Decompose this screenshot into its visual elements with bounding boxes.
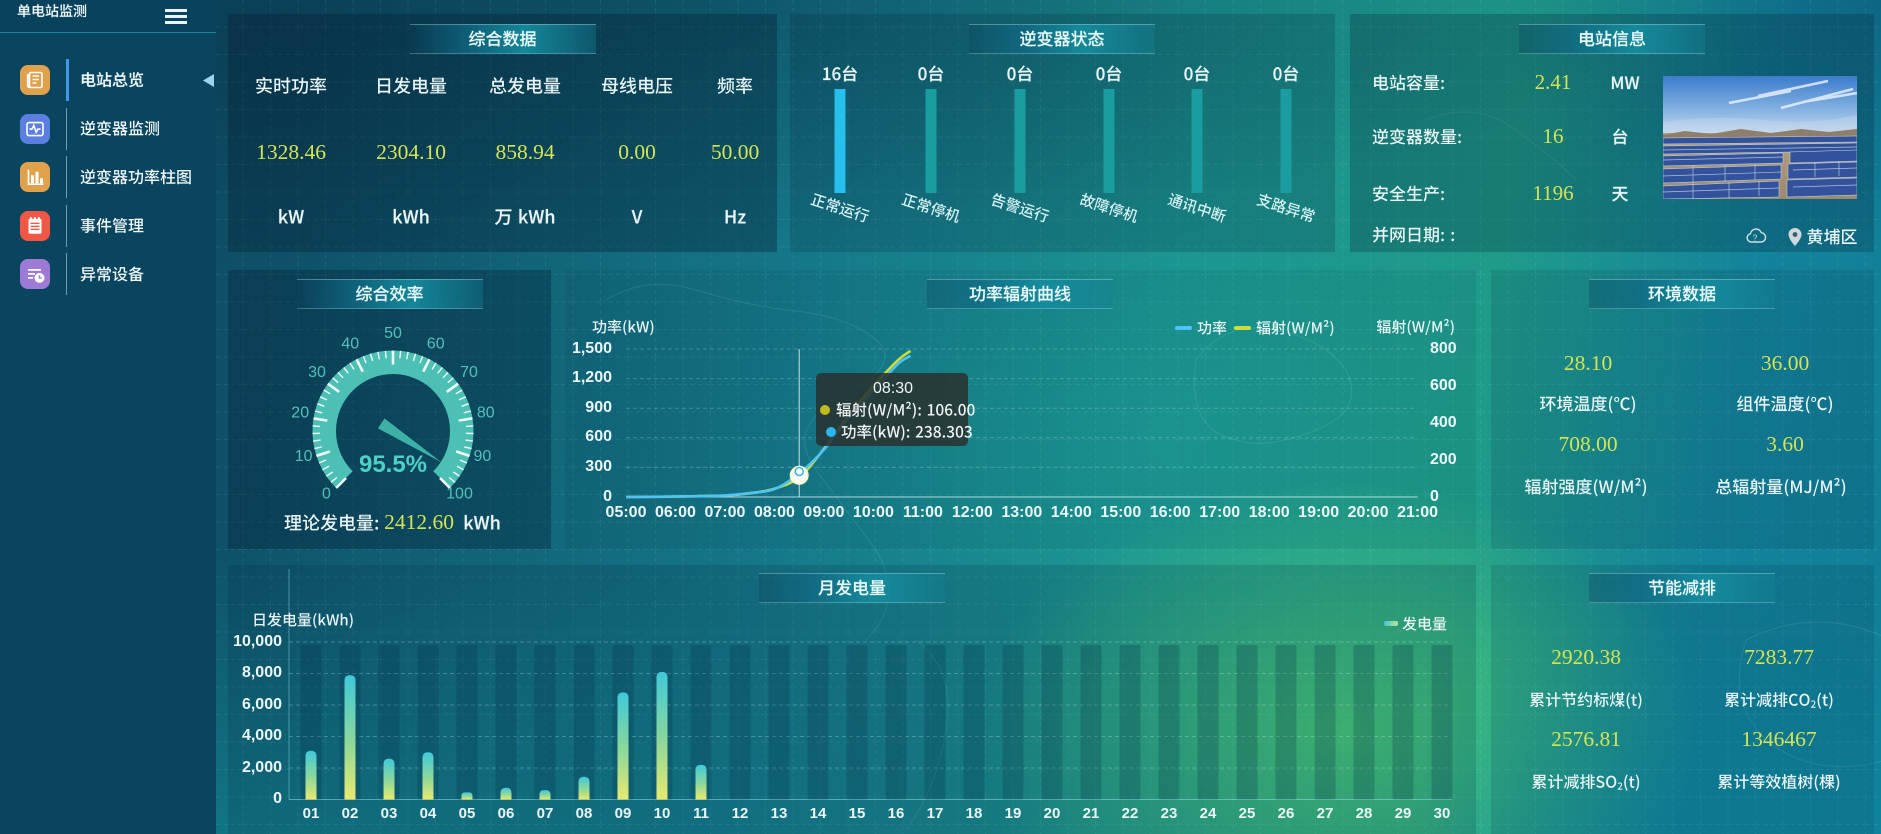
- svg-text:100: 100: [446, 486, 473, 503]
- svg-text:60: 60: [427, 335, 445, 352]
- svg-text:50: 50: [384, 325, 402, 342]
- svg-text:10: 10: [295, 448, 313, 465]
- svg-text:?: ?: [1753, 234, 1758, 243]
- svg-text:90: 90: [474, 448, 492, 465]
- svg-text:40: 40: [341, 335, 359, 352]
- svg-text:0: 0: [322, 486, 331, 503]
- svg-text:80: 80: [477, 405, 495, 422]
- svg-text:30: 30: [308, 364, 326, 381]
- svg-text:95.5%: 95.5%: [359, 451, 427, 478]
- svg-text:70: 70: [460, 364, 478, 381]
- svg-text:20: 20: [291, 405, 309, 422]
